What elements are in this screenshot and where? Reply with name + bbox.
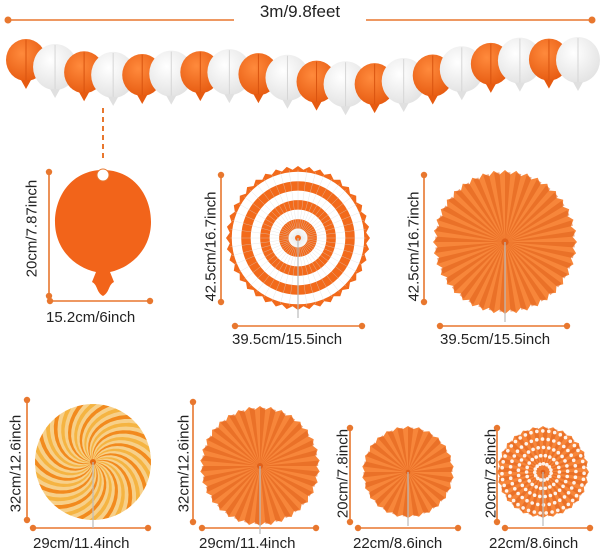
garland-balloon: [556, 37, 600, 91]
solid-fan-large-width-label: 39.5cm/15.5inch: [440, 331, 551, 348]
dimension-line: [29, 524, 152, 532]
dimension-line: [501, 524, 594, 532]
dimension-line: [436, 322, 571, 330]
swirl-fan-medium: [35, 404, 151, 528]
swirl-fan-medium-height-label: 32cm/12.6inch: [7, 414, 25, 513]
garland-length-dimension: [4, 6, 596, 30]
garland-balloon: [91, 51, 136, 106]
balloon-tag-height-label: 20cm/7.87inch: [23, 179, 41, 278]
dotted-fan-small-width-label: 22cm/8.6inch: [489, 535, 579, 552]
solid-fan-small-height-label: 20cm/7.8inch: [334, 428, 352, 519]
dimension-line: [420, 171, 428, 306]
garland-balloon: [323, 61, 368, 116]
dimension-lines: [23, 168, 594, 532]
balloon-garland: [6, 37, 600, 116]
garland-balloon: [149, 50, 194, 105]
dimension-line: [493, 424, 501, 526]
solid-fan-medium-height-label: 32cm/12.6inch: [175, 414, 193, 513]
garland-balloon: [497, 37, 542, 92]
dimension-line: [23, 396, 31, 524]
dimension-line: [354, 524, 462, 532]
solid-fan-medium: [200, 406, 320, 534]
dimension-line: [189, 398, 197, 526]
dimension-line: [45, 168, 53, 300]
striped-fan-large: [226, 166, 370, 318]
solid-fan-medium-width-label: 29cm/11.4inch: [199, 535, 296, 552]
solid-fan-small-width-label: 22cm/8.6inch: [353, 535, 443, 552]
dotted-fan-small: [497, 426, 589, 526]
dimension-line: [198, 524, 320, 532]
striped-fan-large-height-label: 42.5cm/16.7inch: [202, 191, 220, 302]
dimension-line: [46, 297, 154, 305]
paper-fans: [35, 166, 589, 534]
dotted-fan-small-height-label: 20cm/7.8inch: [482, 428, 500, 519]
garland-balloon: [207, 49, 252, 104]
striped-fan-large-width-label: 39.5cm/15.5inch: [232, 331, 343, 348]
dimension-line: [217, 171, 225, 306]
balloon-tag-width-label: 15.2cm/6inch: [46, 309, 136, 326]
dimension-line: [231, 322, 366, 330]
solid-fan-large: [433, 170, 577, 322]
swirl-fan-medium-width-label: 29cm/11.4inch: [33, 535, 130, 552]
balloon-tag: [55, 168, 151, 296]
garland-length-label: 3m/9.8feet: [259, 2, 341, 21]
dimension-line: [346, 424, 354, 526]
solid-fan-large-height-label: 42.5cm/16.7inch: [405, 191, 423, 302]
solid-fan-small: [362, 426, 454, 526]
